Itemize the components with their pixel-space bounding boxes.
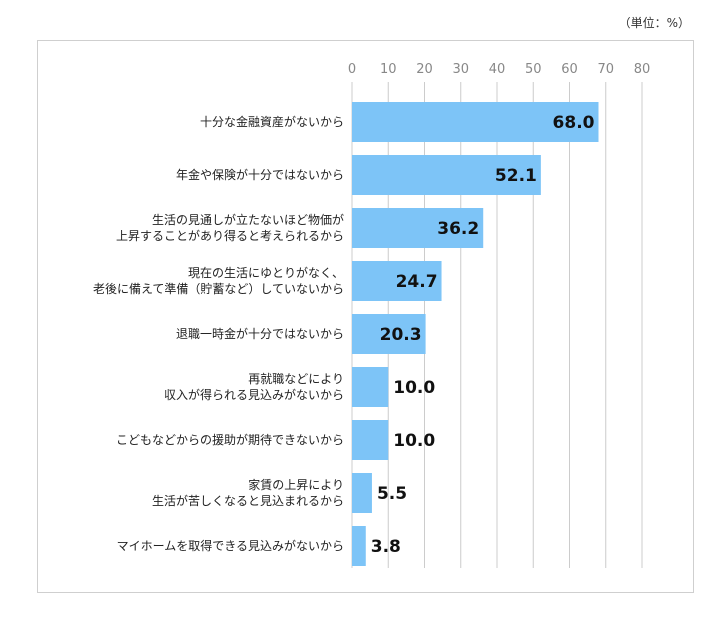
category-label: 退職一時金が十分ではないから: [176, 326, 344, 341]
category-label: 収入が得られる見込みがないから: [164, 387, 344, 402]
x-tick-label: 10: [380, 62, 397, 77]
value-label: 10.0: [393, 378, 435, 398]
category-label: 年金や保険が十分ではないから: [176, 167, 344, 182]
x-tick-label: 60: [561, 62, 578, 77]
value-label: 68.0: [553, 113, 595, 133]
value-label: 5.5: [377, 484, 407, 504]
value-label: 20.3: [380, 325, 422, 345]
x-tick-label: 70: [597, 62, 614, 77]
x-tick-label: 0: [348, 62, 356, 77]
category-label: 老後に備えて準備（貯蓄など）していないから: [93, 281, 344, 296]
category-label: 再就職などにより: [248, 372, 344, 386]
value-label: 36.2: [437, 219, 479, 239]
x-tick-label: 40: [489, 62, 506, 77]
value-label: 52.1: [495, 166, 537, 186]
bar: [352, 473, 372, 513]
category-label: 現在の生活にゆとりがなく、: [188, 265, 344, 280]
bar: [352, 102, 599, 142]
value-label: 10.0: [393, 431, 435, 451]
category-label: 上昇することがあり得ると考えられるから: [116, 228, 344, 243]
x-tick-label: 50: [525, 62, 542, 77]
unit-label: （単位：%）: [618, 16, 690, 30]
x-tick-label: 80: [634, 62, 651, 77]
x-tick-label: 20: [416, 62, 433, 77]
category-label: 生活の見通しが立たないほど物価が: [152, 212, 344, 227]
bar: [352, 526, 366, 566]
bar: [352, 420, 389, 460]
category-label: 家賃の上昇により: [248, 477, 344, 492]
bar: [352, 155, 541, 195]
category-label: 十分な金融資産がないから: [200, 114, 344, 129]
bar: [352, 314, 426, 354]
value-label: 3.8: [371, 537, 401, 557]
category-label: 生活が苦しくなると見込まれるから: [152, 493, 344, 508]
value-label: 24.7: [396, 272, 438, 292]
bar: [352, 261, 442, 301]
category-label: マイホームを取得できる見込みがないから: [117, 538, 344, 553]
x-tick-label: 30: [452, 62, 469, 77]
category-label: こどもなどからの援助が期待できないから: [116, 432, 344, 447]
bar: [352, 367, 389, 407]
bar: [352, 208, 484, 248]
